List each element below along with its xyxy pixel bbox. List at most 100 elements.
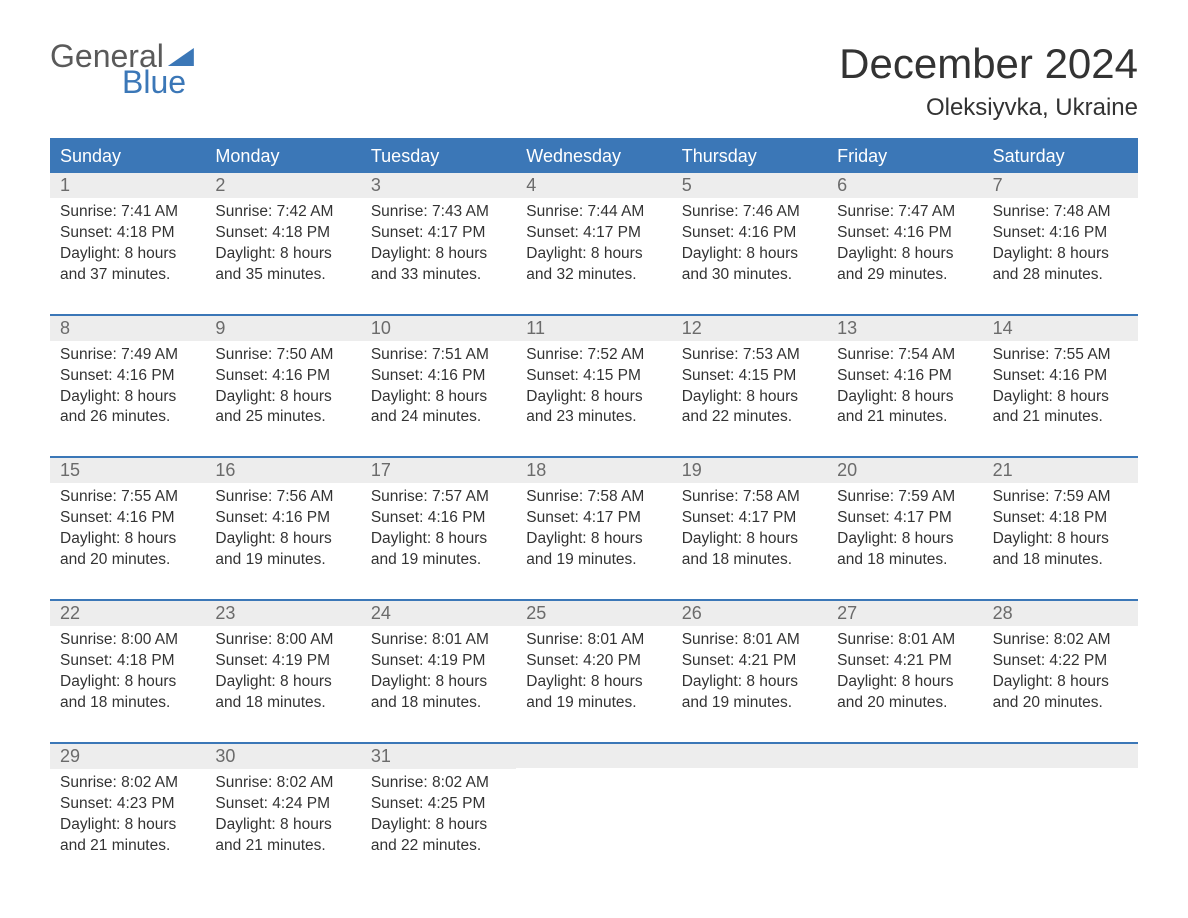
daylight-text: and 21 minutes. [837, 407, 972, 428]
day-number: 26 [672, 601, 827, 626]
calendar: Sunday Monday Tuesday Wednesday Thursday… [50, 138, 1138, 866]
sunrise-text: Sunrise: 8:00 AM [215, 630, 350, 651]
daylight-text: Daylight: 8 hours [682, 387, 817, 408]
daylight-text: and 19 minutes. [526, 550, 661, 571]
day-cell: 18Sunrise: 7:58 AMSunset: 4:17 PMDayligh… [516, 458, 671, 581]
day-cell: 28 Sunrise: 8:02 AMSunset: 4:22 PMDayligh… [983, 601, 1138, 724]
sunset-text: Sunset: 4:16 PM [837, 366, 972, 387]
sunset-text: Sunset: 4:17 PM [526, 508, 661, 529]
daylight-text: Daylight: 8 hours [993, 244, 1128, 265]
daylight-text: and 19 minutes. [215, 550, 350, 571]
sunrise-text: Sunrise: 7:55 AM [60, 487, 195, 508]
day-number: 1 [50, 173, 205, 198]
day-cell: 30Sunrise: 8:02 AMSunset: 4:24 PMDayligh… [205, 744, 360, 867]
sunset-text: Sunset: 4:18 PM [215, 223, 350, 244]
day-cell: 1Sunrise: 7:41 AMSunset: 4:18 PMDaylight… [50, 173, 205, 296]
day-number: 28 [983, 601, 1138, 626]
daylight-text: and 20 minutes. [837, 693, 972, 714]
daylight-text: and 28 minutes. [993, 265, 1128, 286]
dow-wednesday: Wednesday [516, 140, 671, 173]
sunset-text: Sunset: 4:18 PM [993, 508, 1128, 529]
sunset-text: Sunset: 4:22 PM [993, 651, 1128, 672]
sunrise-text: Sunrise: 7:53 AM [682, 345, 817, 366]
dow-thursday: Thursday [672, 140, 827, 173]
dow-tuesday: Tuesday [361, 140, 516, 173]
daylight-text: Daylight: 8 hours [371, 672, 506, 693]
sunrise-text: Sunrise: 7:57 AM [371, 487, 506, 508]
daylight-text: and 18 minutes. [682, 550, 817, 571]
daylight-text: and 21 minutes. [993, 407, 1128, 428]
sunrise-text: Sunrise: 7:56 AM [215, 487, 350, 508]
sunrise-text: Sunrise: 8:02 AM [993, 630, 1128, 651]
sunrise-text: Sunrise: 8:00 AM [60, 630, 195, 651]
sunset-text: Sunset: 4:24 PM [215, 794, 350, 815]
day-cell: 8Sunrise: 7:49 AMSunset: 4:16 PMDaylight… [50, 316, 205, 439]
day-cell: 14Sunrise: 7:55 AMSunset: 4:16 PMDayligh… [983, 316, 1138, 439]
daylight-text: and 26 minutes. [60, 407, 195, 428]
day-number: 8 [50, 316, 205, 341]
day-number: 18 [516, 458, 671, 483]
location-label: Oleksiyvka, Ukraine [839, 94, 1138, 122]
sunrise-text: Sunrise: 8:02 AM [371, 773, 506, 794]
day-number: 3 [361, 173, 516, 198]
day-cell: 26Sunrise: 8:01 AMSunset: 4:21 PMDayligh… [672, 601, 827, 724]
day-number: 25 [516, 601, 671, 626]
sunrise-text: Sunrise: 7:47 AM [837, 202, 972, 223]
day-number: 9 [205, 316, 360, 341]
daylight-text: Daylight: 8 hours [993, 672, 1128, 693]
week-row: 8Sunrise: 7:49 AMSunset: 4:16 PMDaylight… [50, 314, 1138, 439]
daylight-text: and 20 minutes. [60, 550, 195, 571]
sunset-text: Sunset: 4:18 PM [60, 651, 195, 672]
daylight-text: and 19 minutes. [371, 550, 506, 571]
day-cell: 24Sunrise: 8:01 AMSunset: 4:19 PMDayligh… [361, 601, 516, 724]
daylight-text: Daylight: 8 hours [371, 244, 506, 265]
sunrise-text: Sunrise: 7:58 AM [526, 487, 661, 508]
day-number: 6 [827, 173, 982, 198]
sunrise-text: Sunrise: 7:59 AM [993, 487, 1128, 508]
sunrise-text: Sunrise: 7:59 AM [837, 487, 972, 508]
daylight-text: and 24 minutes. [371, 407, 506, 428]
day-cell [827, 744, 982, 867]
daylight-text: and 32 minutes. [526, 265, 661, 286]
daylight-text: and 22 minutes. [371, 836, 506, 857]
daylight-text: Daylight: 8 hours [60, 529, 195, 550]
day-number: 29 [50, 744, 205, 769]
sunset-text: Sunset: 4:16 PM [215, 508, 350, 529]
day-number: 16 [205, 458, 360, 483]
sunrise-text: Sunrise: 7:43 AM [371, 202, 506, 223]
day-number: 22 [50, 601, 205, 626]
sunrise-text: Sunrise: 7:48 AM [993, 202, 1128, 223]
daylight-text: Daylight: 8 hours [526, 244, 661, 265]
daylight-text: Daylight: 8 hours [60, 244, 195, 265]
daylight-text: Daylight: 8 hours [993, 387, 1128, 408]
daylight-text: Daylight: 8 hours [682, 244, 817, 265]
sunset-text: Sunset: 4:23 PM [60, 794, 195, 815]
sunrise-text: Sunrise: 7:51 AM [371, 345, 506, 366]
daylight-text: Daylight: 8 hours [215, 815, 350, 836]
day-cell [516, 744, 671, 867]
empty-day [827, 744, 982, 768]
daylight-text: and 21 minutes. [60, 836, 195, 857]
day-cell: 27Sunrise: 8:01 AMSunset: 4:21 PMDayligh… [827, 601, 982, 724]
sunset-text: Sunset: 4:17 PM [526, 223, 661, 244]
dow-friday: Friday [827, 140, 982, 173]
daylight-text: Daylight: 8 hours [526, 387, 661, 408]
sunset-text: Sunset: 4:17 PM [371, 223, 506, 244]
day-cell: 25Sunrise: 8:01 AMSunset: 4:20 PMDayligh… [516, 601, 671, 724]
dow-sunday: Sunday [50, 140, 205, 173]
sunrise-text: Sunrise: 7:46 AM [682, 202, 817, 223]
day-cell: 13Sunrise: 7:54 AMSunset: 4:16 PMDayligh… [827, 316, 982, 439]
week-row: 22Sunrise: 8:00 AMSunset: 4:18 PMDayligh… [50, 599, 1138, 724]
day-cell: 29Sunrise: 8:02 AMSunset: 4:23 PMDayligh… [50, 744, 205, 867]
header: General Blue December 2024 Oleksiyvka, U… [50, 40, 1138, 122]
sunrise-text: Sunrise: 7:58 AM [682, 487, 817, 508]
daylight-text: Daylight: 8 hours [526, 672, 661, 693]
sunrise-text: Sunrise: 8:01 AM [682, 630, 817, 651]
sunset-text: Sunset: 4:16 PM [371, 508, 506, 529]
daylight-text: Daylight: 8 hours [993, 529, 1128, 550]
day-number: 24 [361, 601, 516, 626]
day-cell: 10Sunrise: 7:51 AMSunset: 4:16 PMDayligh… [361, 316, 516, 439]
day-number: 7 [983, 173, 1138, 198]
dow-saturday: Saturday [983, 140, 1138, 173]
day-cell: 19Sunrise: 7:58 AMSunset: 4:17 PMDayligh… [672, 458, 827, 581]
